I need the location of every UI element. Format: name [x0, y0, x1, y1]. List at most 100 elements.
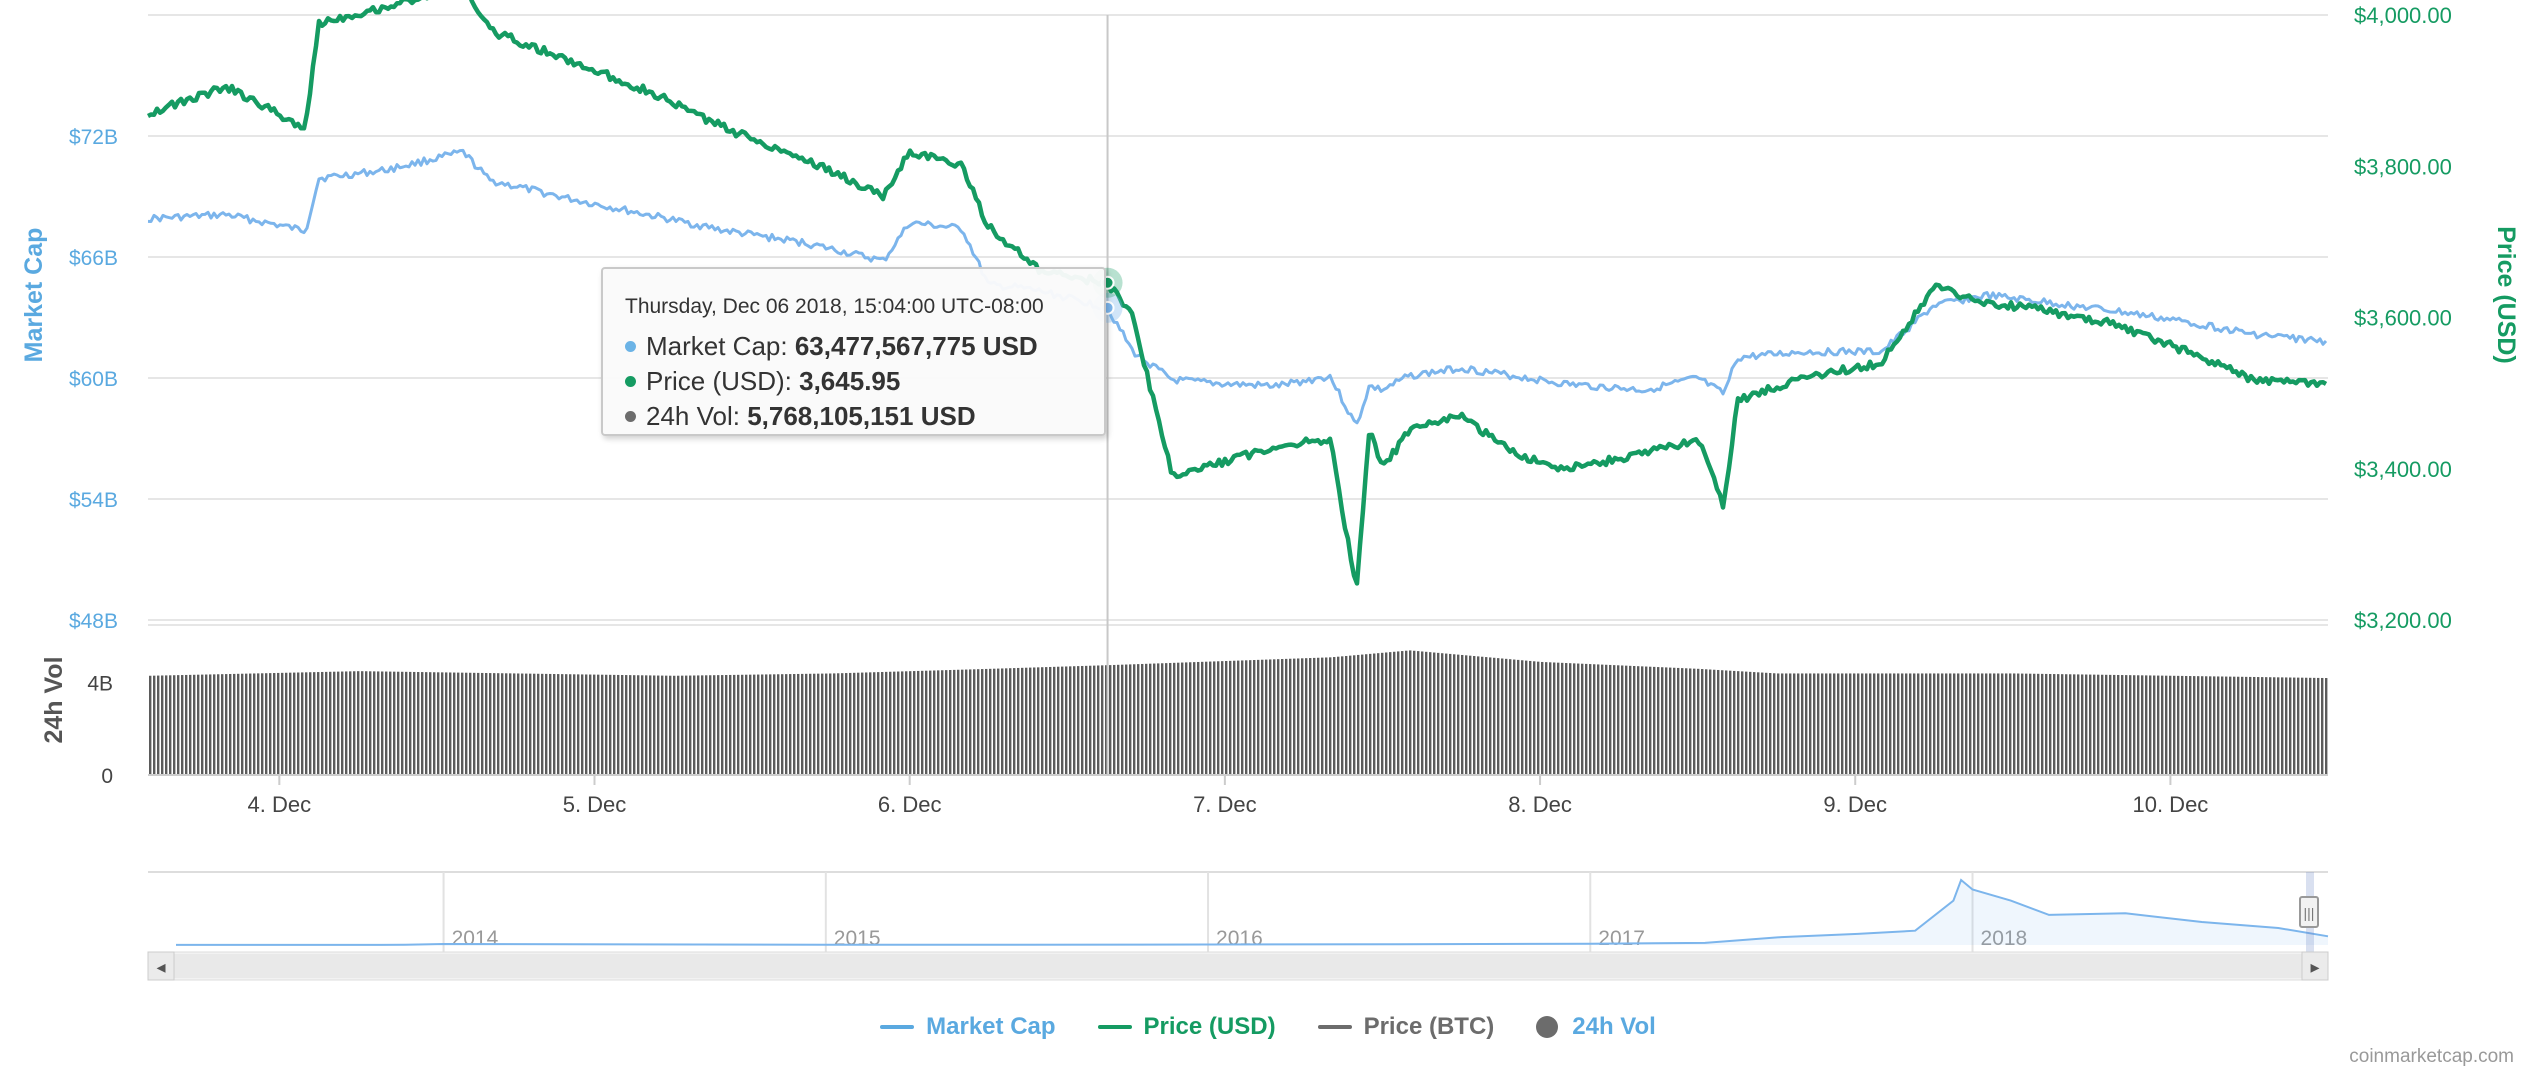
volume-bar	[593, 674, 596, 775]
volume-bar	[1533, 661, 1536, 775]
volume-bar	[1441, 653, 1444, 775]
volume-bar	[1005, 668, 1008, 775]
legend-item-market-cap[interactable]: Market Cap	[880, 1013, 1056, 1041]
volume-bar	[1841, 673, 1844, 775]
volume-bar	[1777, 673, 1780, 775]
volume-bar	[1293, 658, 1296, 775]
volume-bar	[1205, 661, 1208, 775]
volume-bar	[233, 673, 236, 775]
volume-bar	[817, 673, 820, 775]
volume-bar	[585, 674, 588, 775]
volume-bar	[2213, 676, 2216, 775]
volume-bar	[1461, 654, 1464, 775]
volume-bar	[889, 671, 892, 775]
volume-bar	[229, 673, 232, 775]
credit-link[interactable]: coinmarketcap.com	[2349, 1046, 2514, 1067]
volume-bar	[1253, 660, 1256, 775]
scrollbar-thumb[interactable]	[174, 954, 2302, 978]
volume-bar	[1697, 668, 1700, 775]
volume-bar	[1349, 655, 1352, 775]
volume-bar	[1417, 651, 1420, 775]
volume-bar	[1965, 673, 1968, 775]
scrollbar-right-button[interactable]	[2301, 951, 2329, 981]
volume-bar	[1969, 673, 1972, 775]
volume-bar	[1369, 653, 1372, 775]
volume-bar	[193, 674, 196, 775]
volume-bar	[885, 671, 888, 775]
volume-bar	[1929, 673, 1932, 775]
legend-item-price-btc[interactable]: Price (BTC)	[1317, 1013, 1494, 1041]
volume-bar	[2069, 674, 2072, 775]
volume-bar	[697, 675, 700, 775]
volume-bar	[1309, 658, 1312, 775]
volume-bars	[149, 650, 2328, 775]
volume-bar	[633, 675, 636, 775]
volume-bar	[877, 672, 880, 775]
y-left-tick-label: $72B	[69, 126, 118, 149]
volume-bar	[673, 675, 676, 775]
volume-bar	[1113, 664, 1116, 775]
volume-bar	[1613, 665, 1616, 775]
volume-bar	[769, 674, 772, 775]
volume-bar	[789, 674, 792, 775]
x-tick-label: 10. Dec	[2132, 792, 2208, 817]
volume-bar	[1133, 664, 1136, 775]
navigator-area	[176, 880, 2328, 945]
volume-bar	[577, 674, 580, 775]
legend-item-price-usd[interactable]: Price (USD)	[1097, 1013, 1276, 1041]
volume-bar	[1221, 661, 1224, 775]
volume-bar	[1277, 659, 1280, 775]
volume-tick-label: 4B	[87, 673, 113, 696]
volume-bar	[821, 673, 824, 775]
volume-bar	[2193, 676, 2196, 775]
legend-item-24h-vol[interactable]: 24h Vol	[1536, 1013, 1656, 1041]
scrollbar-left-button[interactable]	[147, 951, 175, 981]
volume-bar	[937, 670, 940, 775]
volume-bar	[265, 673, 268, 775]
volume-bar	[2185, 675, 2188, 775]
volume-bar	[2073, 674, 2076, 775]
volume-bar	[1409, 650, 1412, 775]
volume-bar	[1073, 666, 1076, 775]
volume-bar	[1029, 667, 1032, 775]
volume-bar	[617, 674, 620, 775]
volume-bar	[1165, 663, 1168, 775]
volume-bar	[2281, 677, 2284, 775]
volume-bar	[853, 672, 856, 775]
volume-bar	[2225, 676, 2228, 775]
volume-bar	[2217, 676, 2220, 775]
volume-dot-icon	[625, 410, 636, 422]
volume-bar	[441, 672, 444, 775]
volume-bar	[1229, 660, 1232, 775]
volume-bar	[1617, 665, 1620, 775]
volume-bar	[1897, 673, 1900, 775]
volume-bar	[2229, 676, 2232, 775]
volume-bar	[1357, 654, 1360, 775]
navigator-line	[176, 878, 2329, 946]
volume-bar	[2093, 674, 2096, 775]
volume-bar	[1081, 665, 1084, 775]
volume-bar	[2297, 677, 2300, 775]
volume-bar	[161, 675, 164, 775]
volume-bar	[197, 674, 200, 775]
volume-axis-title: 24h Vol	[40, 656, 68, 743]
volume-bar	[1321, 657, 1324, 775]
volume-bar	[669, 675, 672, 775]
volume-bar	[1901, 673, 1904, 775]
volume-bar	[913, 671, 916, 775]
volume-bar	[1281, 659, 1284, 775]
volume-bar	[1625, 665, 1628, 775]
navigator-handle[interactable]	[2299, 896, 2319, 928]
volume-bar	[301, 672, 304, 775]
tooltip-row-market-cap: Market Cap: 63,477,567,775 USD	[625, 329, 1104, 364]
y-right-tick-label: $3,600.00	[2354, 306, 2452, 331]
volume-bar	[2105, 674, 2108, 775]
volume-bar	[1173, 662, 1176, 775]
volume-bar	[1569, 663, 1572, 775]
volume-bar	[2277, 677, 2280, 775]
volume-bar	[829, 673, 832, 775]
volume-bar	[485, 673, 488, 775]
volume-bar	[1453, 654, 1456, 775]
volume-bar	[2017, 673, 2020, 775]
volume-bar	[873, 672, 876, 775]
